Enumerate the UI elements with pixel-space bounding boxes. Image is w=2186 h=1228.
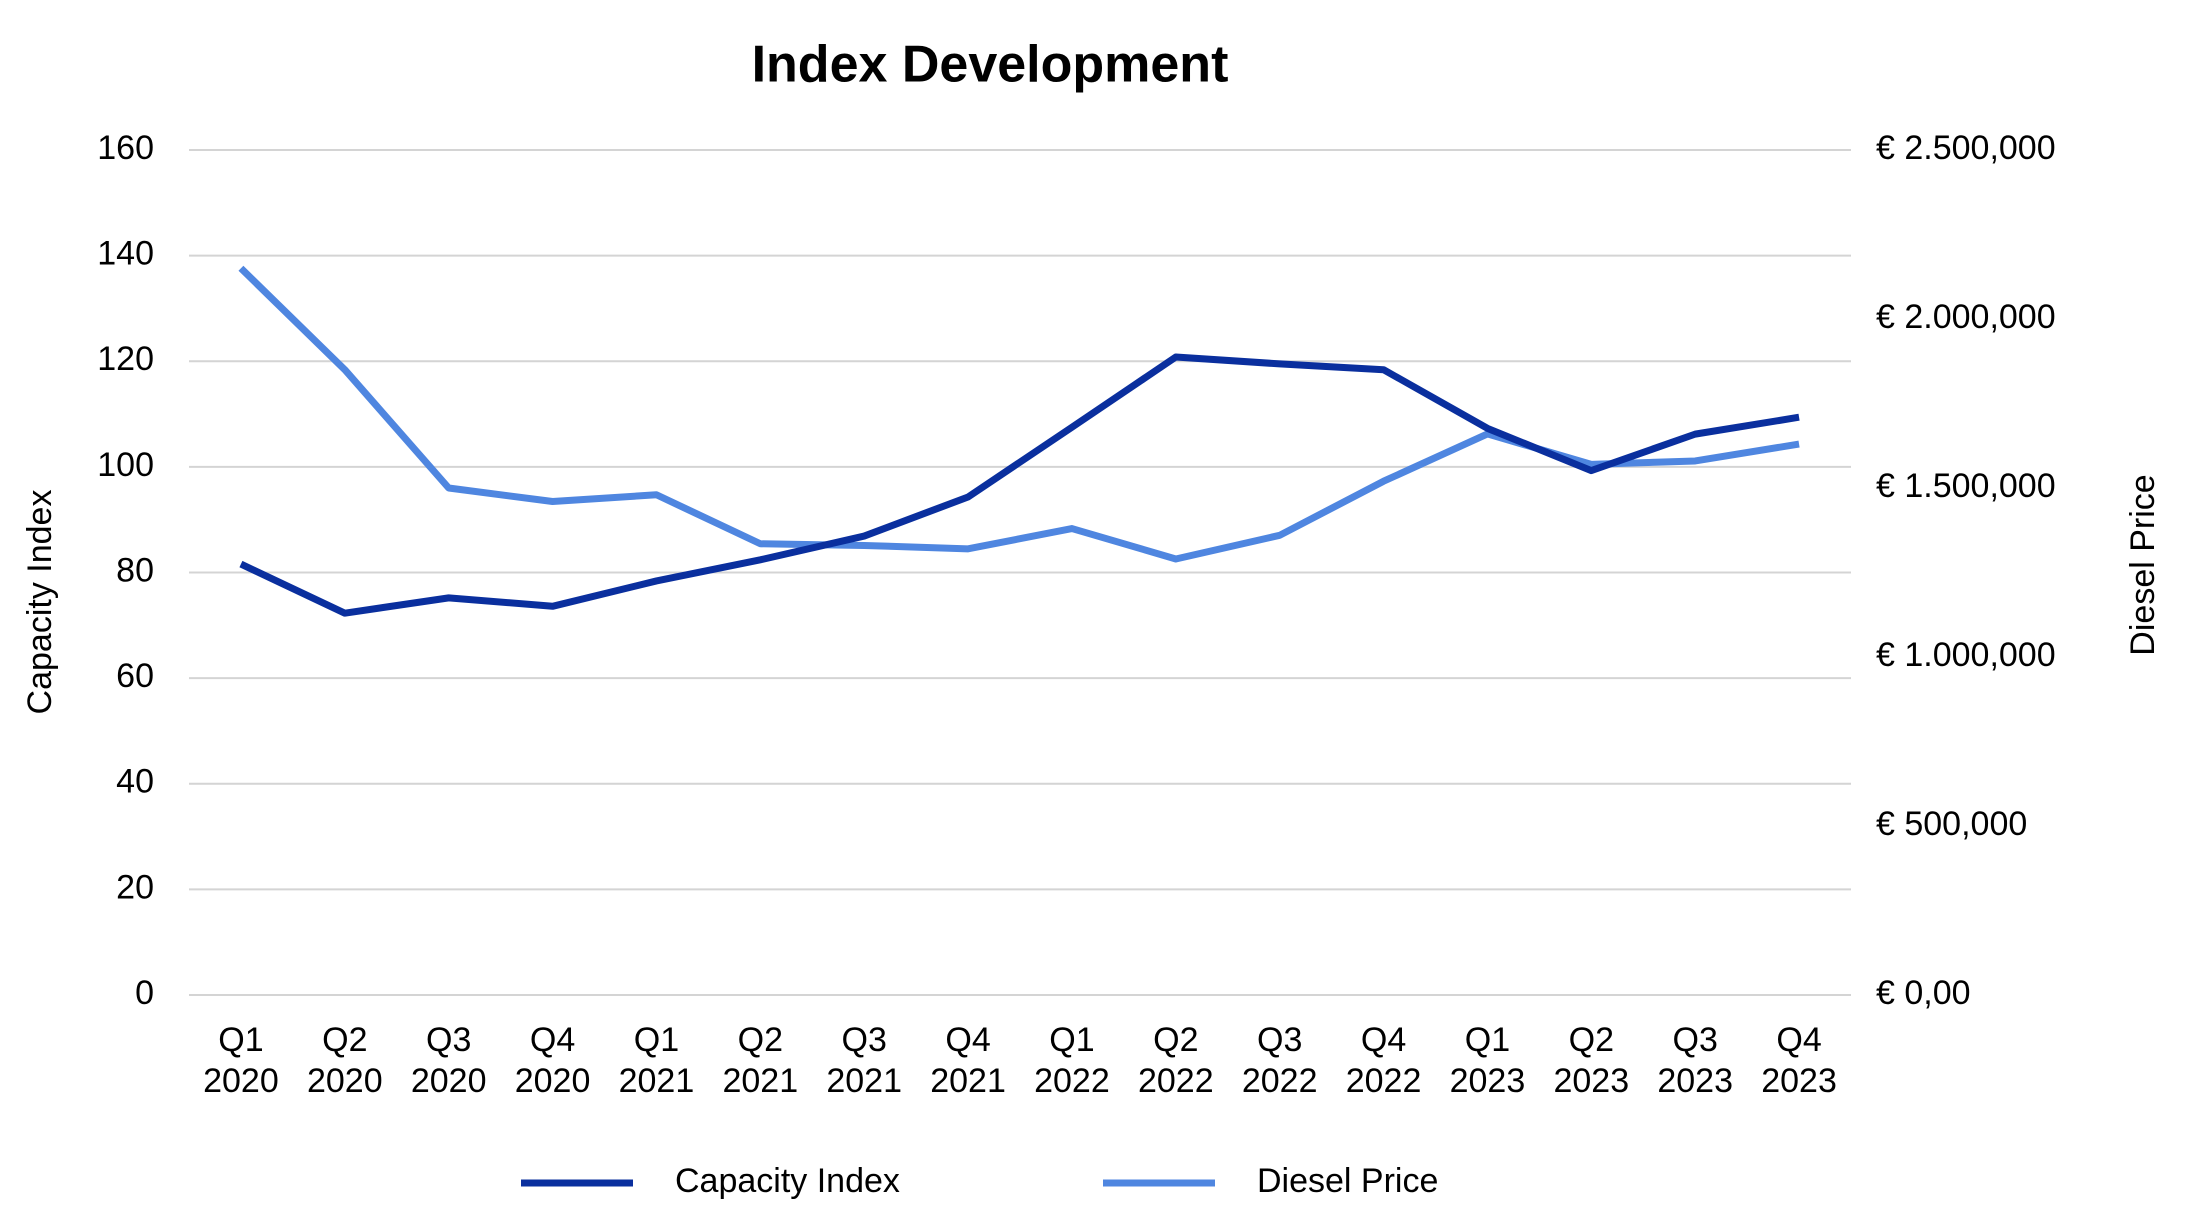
x-tick-label: Q2 2021 bbox=[722, 1021, 799, 1100]
chart-title: Index Development bbox=[752, 36, 1229, 94]
series-line bbox=[239, 353, 1800, 617]
y-tick-label: 100 bbox=[97, 446, 154, 484]
y-tick-label: 40 bbox=[116, 763, 154, 801]
y-tick-label: 80 bbox=[116, 551, 154, 589]
x-tick-label: Q3 2021 bbox=[826, 1021, 902, 1100]
x-tick-label: Q3 2022 bbox=[1241, 1021, 1318, 1100]
x-tick-label: Q1 2022 bbox=[1034, 1021, 1110, 1100]
x-tick-label: Q2 2020 bbox=[306, 1021, 383, 1100]
y-tick-label: 60 bbox=[116, 657, 154, 695]
x-tick-label: Q2 2022 bbox=[1137, 1021, 1214, 1100]
x-tick-label: Q4 2020 bbox=[514, 1021, 591, 1100]
y2-tick-label: € 500,000 bbox=[1876, 805, 2027, 843]
x-tick-label: Q1 2020 bbox=[203, 1021, 279, 1100]
y-tick-label: 160 bbox=[97, 129, 154, 167]
y-tick-label: 20 bbox=[116, 868, 154, 906]
legend-label: Capacity Index bbox=[675, 1162, 900, 1200]
y2-tick-label: € 1.000,000 bbox=[1876, 636, 2056, 674]
y2-tick-label: € 2.000,000 bbox=[1876, 298, 2056, 336]
y-axis-title: Capacity Index bbox=[21, 490, 59, 715]
y2-tick-label: € 0,00 bbox=[1876, 974, 1971, 1012]
y-tick-label: 120 bbox=[97, 340, 154, 378]
y-tick-label: 140 bbox=[97, 235, 154, 273]
y2-axis-title: Diesel Price bbox=[2124, 474, 2162, 655]
x-tick-label: Q3 2020 bbox=[410, 1021, 487, 1100]
x-tick-label: Q1 2023 bbox=[1449, 1021, 1526, 1100]
x-tick-label: Q2 2023 bbox=[1553, 1021, 1630, 1100]
x-tick-label: Q3 2023 bbox=[1657, 1021, 1733, 1100]
x-tick-label: Q4 2021 bbox=[930, 1021, 1006, 1100]
x-tick-label: Q1 2021 bbox=[618, 1021, 695, 1100]
series-line bbox=[238, 265, 1800, 563]
y-tick-label: 0 bbox=[135, 974, 154, 1012]
x-tick-label: Q4 2022 bbox=[1345, 1021, 1422, 1100]
x-tick-label: Q4 2023 bbox=[1761, 1021, 1837, 1100]
y2-tick-label: € 2.500,000 bbox=[1876, 129, 2056, 167]
y2-tick-label: € 1.500,000 bbox=[1876, 467, 2056, 505]
legend-label: Diesel Price bbox=[1257, 1162, 1438, 1200]
